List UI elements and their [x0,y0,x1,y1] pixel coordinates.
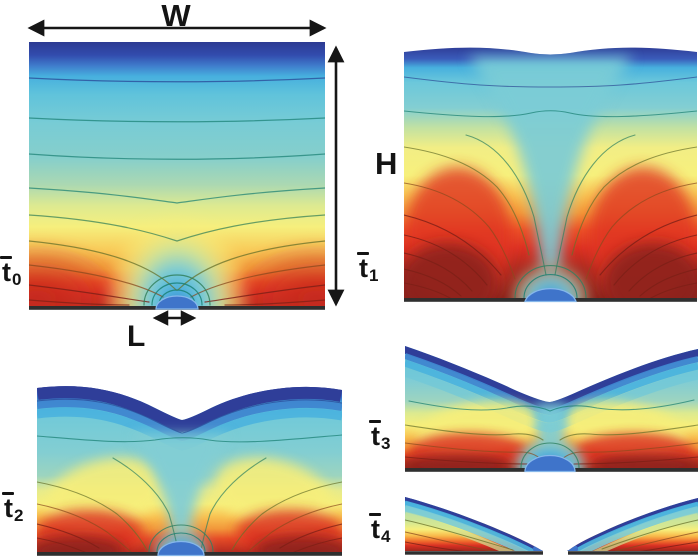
contour-lines-t1 [404,76,697,298]
width-label: W [161,0,191,33]
time-label-t3: t3 [369,420,391,453]
contour-panel-t1 [404,47,697,303]
t-subscript: 3 [381,434,391,453]
contour-panel-t4-left [405,497,543,555]
contour-lines-t3 [405,399,698,468]
height-label: H [375,146,398,181]
t-subscript: 4 [381,527,391,546]
t-subscript: 2 [14,506,24,525]
t-base: t [369,420,381,451]
droplet-dome [157,540,205,557]
time-label-t1: t1 [357,252,379,285]
t-base: t [2,492,14,523]
time-label-t2: t2 [2,492,24,525]
time-label-t4: t4 [369,513,391,546]
contour-panel-t2 [37,386,342,557]
t-subscript: 1 [369,266,379,285]
droplet-dome [155,295,199,310]
substrate-line [405,551,543,555]
droplet-dome [524,454,576,473]
contact-width-label: L [127,320,146,353]
droplet-dome [524,288,577,303]
contour-lines-t2 [37,398,342,553]
contour-panel-t4-right [567,498,698,555]
t-subscript: 0 [12,270,22,289]
t-base: t [0,256,12,287]
contour-panel-t0 [29,42,325,310]
contour-lines-t4-right [601,519,698,551]
time-label-t0: t0 [0,256,22,289]
contour-lines-t0 [29,77,325,306]
t-base: t [369,513,381,544]
substrate-line [568,551,698,555]
contour-lines-t4-left [405,519,514,551]
contour-panel-t3 [405,346,698,473]
t-base: t [357,252,369,283]
